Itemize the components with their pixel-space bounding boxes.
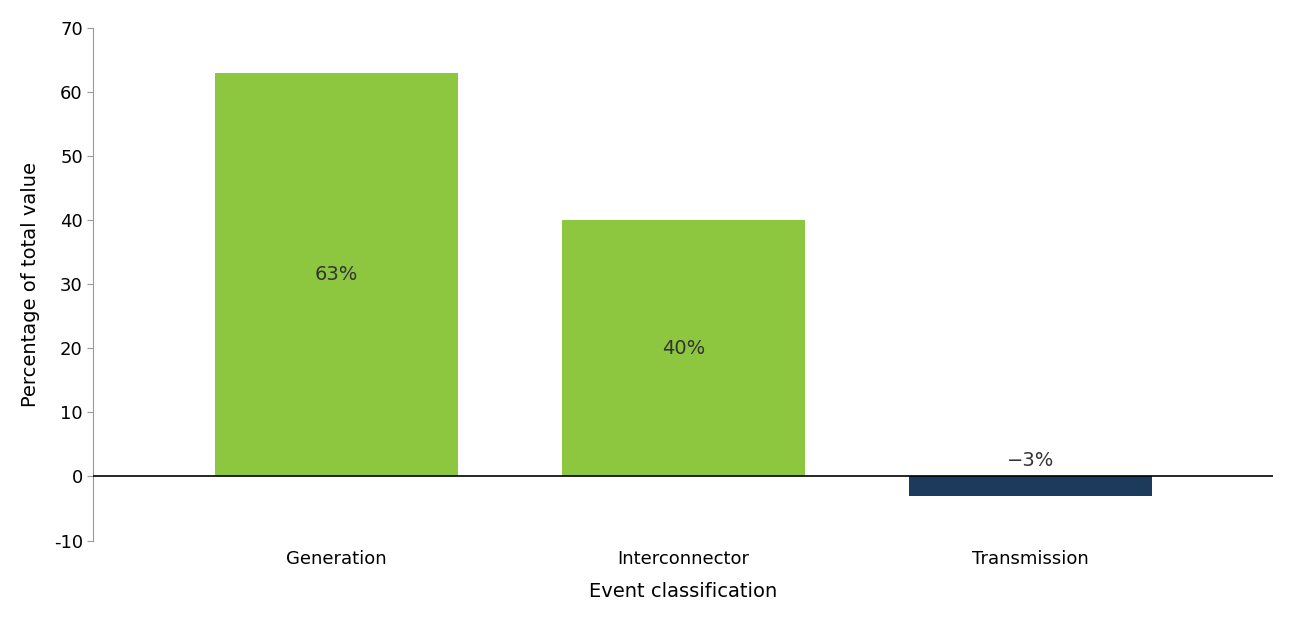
- Y-axis label: Percentage of total value: Percentage of total value: [21, 162, 40, 407]
- Text: 63%: 63%: [314, 265, 358, 284]
- X-axis label: Event classification: Event classification: [589, 582, 778, 601]
- Bar: [562, 220, 805, 476]
- Text: −3%: −3%: [1007, 451, 1053, 470]
- Bar: [908, 476, 1152, 496]
- Text: 40%: 40%: [661, 339, 705, 358]
- Bar: [215, 73, 458, 476]
